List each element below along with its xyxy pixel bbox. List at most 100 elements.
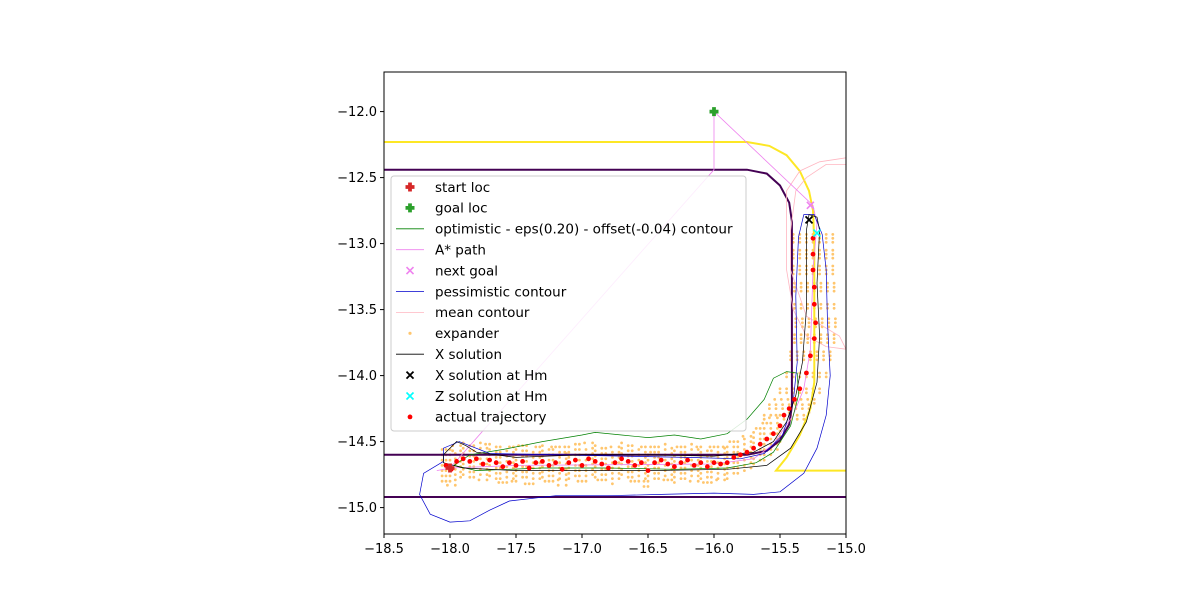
- expander-point: [673, 470, 676, 474]
- expander-point: [459, 444, 462, 447]
- expander-point: [637, 448, 641, 451]
- expander-point: [604, 473, 608, 476]
- expander-point: [494, 445, 498, 449]
- expander-point: [702, 481, 705, 484]
- expander-point: [444, 458, 448, 462]
- legend-label: X solution at Hm: [435, 368, 547, 384]
- expander-point: [538, 477, 542, 480]
- expander-point: [494, 477, 498, 480]
- expander-point: [762, 417, 766, 421]
- expander-point: [765, 421, 769, 425]
- expander-point: [657, 450, 660, 454]
- expander-point: [472, 444, 476, 447]
- expander-point: [831, 236, 835, 240]
- expander-point: [640, 445, 643, 449]
- expander-point: [679, 477, 683, 480]
- expander-point: [736, 456, 740, 459]
- trajectory-point: [764, 436, 770, 442]
- expander-point: [769, 437, 773, 441]
- expander-point: [832, 285, 836, 289]
- expander-point: [801, 321, 804, 325]
- expander-point: [706, 470, 709, 474]
- trajectory-point: [810, 251, 816, 257]
- expander-point: [683, 477, 687, 480]
- expander-point: [626, 475, 630, 479]
- expander-point: [451, 449, 454, 453]
- expander-point: [494, 456, 498, 459]
- expander-point: [818, 264, 821, 268]
- expander-point: [831, 252, 835, 256]
- mean-contour: [786, 157, 846, 350]
- expander-point: [749, 440, 753, 443]
- legend-box: [390, 175, 747, 432]
- expander-point: [663, 448, 667, 451]
- expander-point: [824, 233, 828, 236]
- y-tick-label: −14.0: [337, 369, 377, 384]
- expander-point: [798, 252, 802, 256]
- expander-point: [468, 475, 472, 479]
- trajectory-point: [718, 461, 723, 467]
- expander-point: [617, 445, 621, 449]
- expander-point: [593, 449, 597, 453]
- x-solution-at-hm-marker: [804, 215, 814, 224]
- expander-point: [459, 449, 462, 453]
- expander-point: [567, 450, 571, 454]
- expander-point: [818, 268, 821, 272]
- expander-point: [630, 449, 634, 453]
- expander-point: [600, 473, 604, 476]
- expander-point: [550, 445, 553, 449]
- trajectory-point: [454, 459, 459, 464]
- expander-point: [774, 403, 778, 406]
- expander-point: [832, 341, 836, 344]
- expander-point: [806, 337, 810, 340]
- expander-point: [741, 434, 745, 438]
- expander-point: [596, 478, 600, 482]
- expander-point: [832, 289, 836, 293]
- expander-point: [584, 464, 588, 467]
- expander-point: [653, 445, 656, 449]
- expander-point: [541, 449, 544, 453]
- expander-point: [781, 407, 784, 410]
- x-tick-label: −17.5: [496, 542, 536, 557]
- expander-point: [778, 391, 782, 395]
- expander-point: [556, 483, 560, 487]
- pessimistic-contour: [419, 214, 831, 523]
- expander-point: [444, 469, 448, 472]
- expander-point: [819, 306, 823, 310]
- expander-point: [630, 475, 634, 479]
- legend-label: mean contour: [435, 305, 530, 321]
- expander-point: [798, 248, 802, 252]
- expander-point: [670, 478, 674, 482]
- expander-point: [663, 458, 667, 462]
- expander-point: [642, 479, 646, 483]
- expander-point: [778, 413, 782, 417]
- expander-point: [768, 416, 771, 420]
- expander-point: [485, 446, 489, 450]
- expander-point: [497, 481, 501, 484]
- expander-point: [716, 450, 720, 454]
- expander-point: [593, 465, 597, 469]
- expander-point: [736, 445, 740, 449]
- expander-point: [710, 465, 713, 469]
- expander-point: [444, 448, 448, 451]
- expander-point: [611, 477, 614, 480]
- expander-point: [604, 446, 608, 450]
- legend-label: actual trajectory: [435, 410, 547, 426]
- expander-point: [824, 375, 828, 379]
- expander-point: [512, 471, 515, 475]
- expander-point: [798, 256, 802, 260]
- expander-point: [657, 471, 660, 475]
- expander-point: [646, 474, 650, 478]
- expander-point: [812, 401, 816, 405]
- expander-point: [600, 467, 604, 471]
- expander-point: [485, 478, 489, 482]
- expander-point: [806, 333, 810, 337]
- legend-expander-dot: [408, 331, 412, 335]
- expander-point: [812, 398, 816, 401]
- expander-point: [630, 460, 634, 463]
- expander-point: [827, 321, 831, 325]
- legend-label: optimistic - eps(0.20) - offset(-0.04) c…: [435, 222, 733, 238]
- expander-point: [769, 427, 773, 430]
- y-tick-label: −12.5: [337, 171, 377, 186]
- trajectory-point: [811, 284, 817, 290]
